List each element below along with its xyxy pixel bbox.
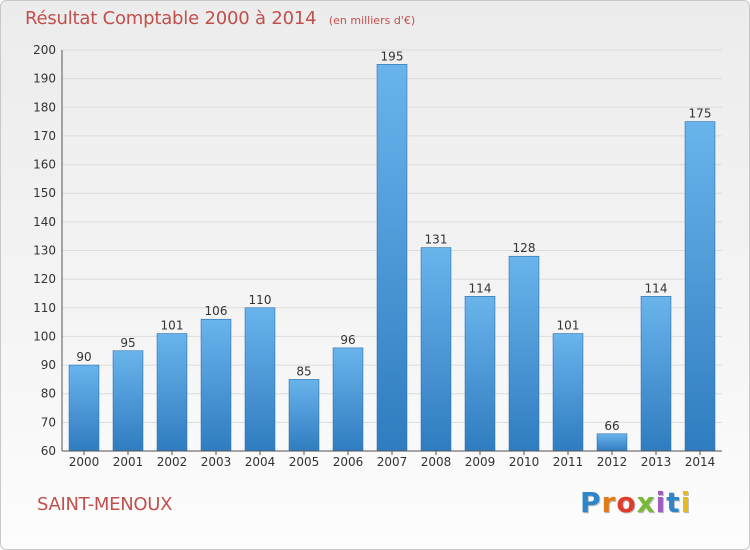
data-label-2010: 128 [513,241,536,255]
x-tick-label: 2002 [157,455,188,469]
data-label-2013: 114 [645,281,668,295]
axes: 60 70 80 90 100 110 120 130 140 150 160 170 180 190 20… [33,43,722,469]
y-tick-label: 100 [33,329,56,343]
x-tick-label: 2003 [201,455,232,469]
bar-2010 [508,255,540,452]
bar-2000 [68,364,100,452]
data-label-2001: 95 [120,336,135,350]
bar-2004 [244,307,276,452]
chart-title-area: Résultat Comptable 2000 à 2014 (en milli… [25,8,415,29]
x-tick-label: 2014 [685,455,716,469]
logo-letter: x [636,486,656,519]
bar-2013 [640,296,672,452]
x-tick-label: 2013 [641,455,672,469]
data-label-2000: 90 [76,350,91,364]
y-tick-label: 110 [33,301,56,315]
x-tick-label: 2010 [509,455,540,469]
bar-2011 [552,333,584,452]
y-tick-label: 200 [33,43,56,57]
y-tick-label: 140 [33,215,56,229]
bar-2014 [684,121,716,452]
x-tick-label: 2012 [597,455,628,469]
logo-letter: r [601,486,617,519]
bar-2001 [112,350,144,452]
proxiti-logo[interactable]: Proxiti [580,486,691,519]
x-tick-label: 2001 [113,455,144,469]
y-tick-label: 170 [33,129,56,143]
logo-letter: t [666,486,681,519]
data-label-2005: 85 [296,364,311,378]
x-tick-label: 2006 [333,455,364,469]
y-tick-label: 70 [41,415,56,429]
chart-subtitle: (en milliers d'€) [328,14,416,27]
logo-letter: i [680,486,692,519]
bar-2012 [596,433,628,452]
data-label-2006: 96 [340,333,355,347]
logo-letter: i [655,486,667,519]
x-tick-label: 2011 [553,455,584,469]
bar-2003 [200,318,232,452]
data-label-2009: 114 [469,281,492,295]
data-label-2002: 101 [161,319,184,333]
data-label-2008: 131 [425,233,448,247]
y-tick-label: 190 [33,72,56,86]
commune-name: SAINT-MENOUX [37,494,173,515]
data-label-2011: 101 [557,319,580,333]
bars: 90 95 101 106 110 85 96 195 131 114 128 101 66 114 175 [68,49,716,452]
data-label-2012: 66 [604,419,619,433]
y-tick-label: 80 [41,387,56,401]
y-tick-label: 120 [33,272,56,286]
y-tick-label: 130 [33,244,56,258]
bar-2005 [288,379,320,452]
data-label-2014: 175 [689,107,712,121]
logo-letter: P [580,486,602,519]
y-tick-label: 160 [33,158,56,172]
y-tick-label: 150 [33,186,56,200]
x-tick-label: 2004 [245,455,276,469]
logo-letter: o [616,486,637,519]
bar-2007 [376,64,408,452]
data-label-2003: 106 [205,304,228,318]
chart-title: Résultat Comptable 2000 à 2014 [25,8,317,29]
bar-2002 [156,333,188,452]
x-tick-label: 2009 [465,455,496,469]
bar-2009 [464,296,496,452]
bar-2008 [420,247,452,452]
x-tick-label: 2000 [69,455,100,469]
y-tick-label: 90 [41,358,56,372]
x-tick-label: 2008 [421,455,452,469]
data-label-2004: 110 [249,293,272,307]
data-label-2007: 195 [381,49,404,63]
y-tick-label: 180 [33,100,56,114]
y-tick-label: 60 [41,444,56,458]
x-tick-label: 2007 [377,455,408,469]
bar-2006 [332,347,364,452]
x-tick-label: 2005 [289,455,320,469]
